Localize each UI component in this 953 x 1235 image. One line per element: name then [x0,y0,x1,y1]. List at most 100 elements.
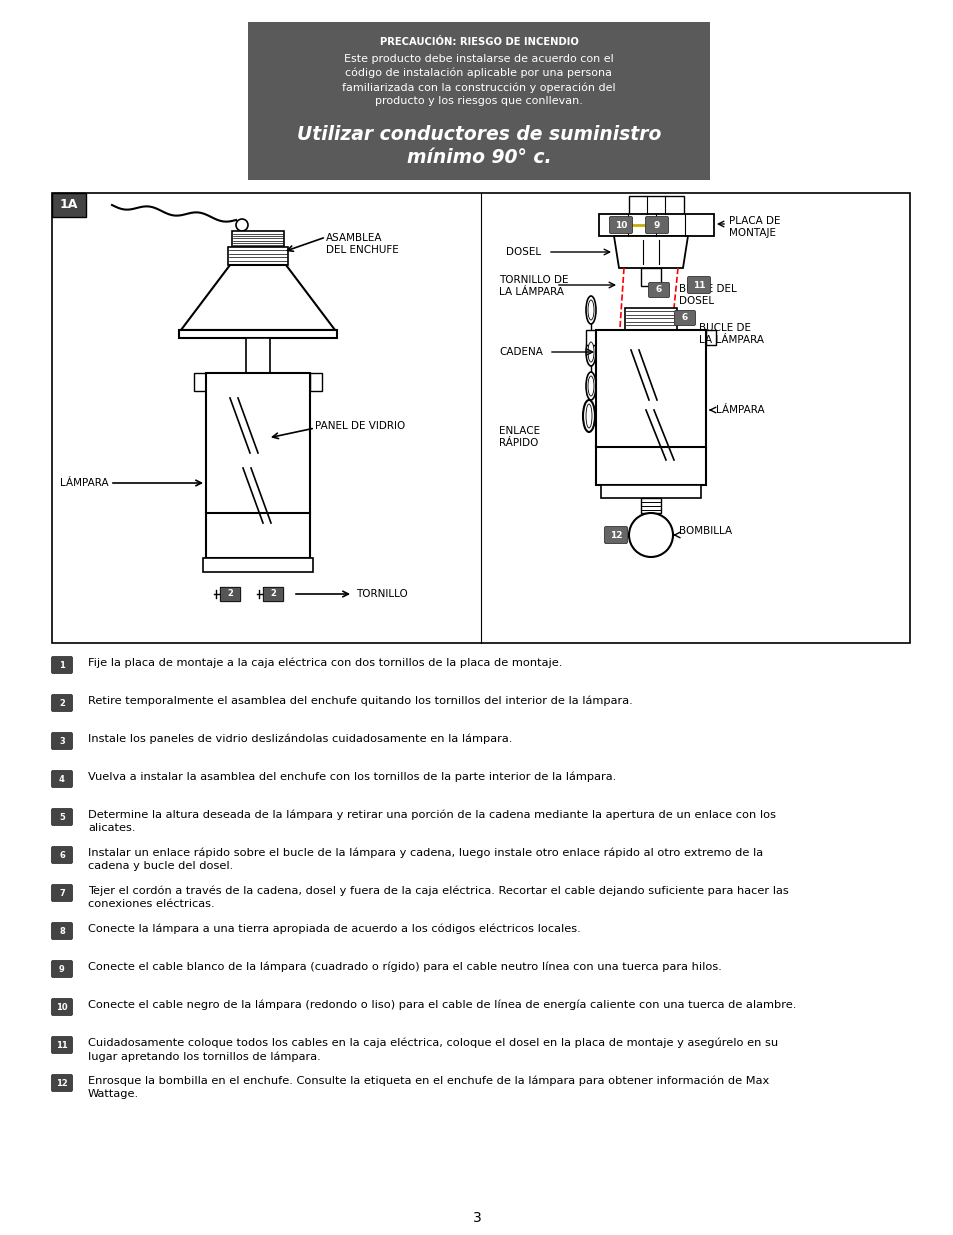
Ellipse shape [587,300,594,320]
Ellipse shape [585,296,596,324]
Text: LÁMPARA: LÁMPARA [716,405,763,415]
FancyBboxPatch shape [674,310,695,326]
Text: Vuelva a instalar la asamblea del enchufe con los tornillos de la parte interior: Vuelva a instalar la asamblea del enchuf… [88,772,616,783]
Polygon shape [596,330,705,485]
Text: BOMBILLA: BOMBILLA [679,526,731,536]
Polygon shape [203,558,313,572]
Text: PLACA DE
MONTAJE: PLACA DE MONTAJE [728,216,780,237]
Polygon shape [598,214,713,236]
Text: 9: 9 [653,221,659,230]
Text: PANEL DE VIDRIO: PANEL DE VIDRIO [314,421,405,431]
Text: TORNILLO DE
LA LÁMPARA: TORNILLO DE LA LÁMPARA [498,275,568,296]
Polygon shape [640,268,660,287]
Ellipse shape [585,372,596,400]
Text: 2: 2 [227,589,233,599]
Text: BUCLE DE
LA LÁMPARA: BUCLE DE LA LÁMPARA [699,324,763,345]
Text: 11: 11 [692,280,704,289]
Ellipse shape [585,404,592,429]
Text: 6: 6 [681,314,687,322]
Circle shape [235,219,248,231]
Text: Conecte la lámpara a una tierra apropiada de acuerdo a los códigos eléctricos lo: Conecte la lámpara a una tierra apropiad… [88,924,580,935]
FancyBboxPatch shape [645,216,668,233]
Text: 6: 6 [59,851,65,860]
Text: 10: 10 [614,221,626,230]
Text: 3: 3 [472,1212,481,1225]
FancyBboxPatch shape [248,22,709,180]
Text: Conecte el cable negro de la lámpara (redondo o liso) para el cable de línea de : Conecte el cable negro de la lámpara (re… [88,1000,796,1010]
Text: 3: 3 [59,736,65,746]
Polygon shape [263,587,283,601]
Ellipse shape [587,342,594,362]
FancyBboxPatch shape [52,193,909,643]
Text: ENLACE
RÁPIDO: ENLACE RÁPIDO [498,426,539,447]
Polygon shape [705,330,716,345]
Polygon shape [628,196,683,214]
Text: 2: 2 [59,699,65,708]
FancyBboxPatch shape [51,771,72,788]
Text: CADENA: CADENA [498,347,542,357]
Polygon shape [614,236,687,268]
FancyBboxPatch shape [52,193,86,217]
Text: 1: 1 [59,661,65,669]
Text: Cuidadosamente coloque todos los cables en la caja eléctrica, coloque el dosel e: Cuidadosamente coloque todos los cables … [88,1037,778,1062]
Text: 7: 7 [59,888,65,898]
Polygon shape [310,373,322,391]
Text: 11: 11 [56,1041,68,1050]
FancyBboxPatch shape [51,961,72,977]
FancyBboxPatch shape [51,846,72,863]
Polygon shape [585,330,596,345]
Text: Fije la placa de montaje a la caja eléctrica con dos tornillos de la placa de mo: Fije la placa de montaje a la caja eléct… [88,658,561,668]
Ellipse shape [585,338,596,366]
FancyBboxPatch shape [51,694,72,711]
Polygon shape [640,498,660,513]
Text: DOSEL: DOSEL [505,247,540,257]
FancyBboxPatch shape [51,657,72,673]
Text: 9: 9 [59,965,65,973]
Polygon shape [624,308,677,330]
Text: Instalar un enlace rápido sobre el bucle de la lámpara y cadena, luego instale o: Instalar un enlace rápido sobre el bucle… [88,848,762,871]
FancyBboxPatch shape [51,809,72,825]
Text: Utilizar conductores de suministro
mínimo 90° c.: Utilizar conductores de suministro mínim… [296,125,660,167]
Polygon shape [600,485,700,498]
Polygon shape [206,373,310,558]
Polygon shape [220,587,240,601]
Polygon shape [246,338,270,373]
Text: 6: 6 [655,285,661,294]
Polygon shape [181,266,335,330]
Text: 1A: 1A [60,199,78,211]
Text: Instale los paneles de vidrio deslizándolas cuidadosamente en la lámpara.: Instale los paneles de vidrio deslizándo… [88,734,512,745]
FancyBboxPatch shape [51,1036,72,1053]
Text: Conecte el cable blanco de la lámpara (cuadrado o rígido) para el cable neutro l: Conecte el cable blanco de la lámpara (c… [88,962,721,972]
FancyBboxPatch shape [604,526,627,543]
Text: 5: 5 [59,813,65,821]
Text: LÁMPARA: LÁMPARA [60,478,109,488]
FancyBboxPatch shape [51,923,72,940]
Polygon shape [228,247,288,266]
Text: PRECAUCIÓN: RIESGO DE INCENDIO: PRECAUCIÓN: RIESGO DE INCENDIO [379,37,578,47]
Text: Retire temporalmente el asamblea del enchufe quitando los tornillos del interior: Retire temporalmente el asamblea del enc… [88,697,632,706]
Ellipse shape [628,513,672,557]
Text: 4: 4 [59,774,65,783]
Text: ASAMBLEA
DEL ENCHUFE: ASAMBLEA DEL ENCHUFE [326,233,398,254]
Polygon shape [193,373,206,391]
Text: TORNILLO: TORNILLO [355,589,407,599]
Polygon shape [179,330,336,338]
Text: 2: 2 [270,589,275,599]
FancyBboxPatch shape [51,884,72,902]
FancyBboxPatch shape [51,999,72,1015]
Text: 12: 12 [56,1078,68,1088]
Text: Determine la altura deseada de la lámpara y retirar una porción de la cadena med: Determine la altura deseada de la lámpar… [88,810,775,832]
Text: 12: 12 [609,531,621,540]
Text: Tejer el cordón a través de la cadena, dosel y fuera de la caja eléctrica. Recor: Tejer el cordón a través de la cadena, d… [88,885,788,909]
Polygon shape [232,231,284,247]
Ellipse shape [587,375,594,396]
FancyBboxPatch shape [51,732,72,750]
Text: Este producto debe instalarse de acuerdo con el
código de instalación aplicable : Este producto debe instalarse de acuerdo… [342,54,616,106]
FancyBboxPatch shape [648,283,669,298]
Text: Enrosque la bombilla en el enchufe. Consulte la etiqueta en el enchufe de la lám: Enrosque la bombilla en el enchufe. Cons… [88,1076,768,1099]
Text: BUCLE DEL
DOSEL: BUCLE DEL DOSEL [679,284,736,305]
Ellipse shape [582,400,595,432]
FancyBboxPatch shape [687,277,710,294]
Text: 8: 8 [59,926,65,935]
Text: 10: 10 [56,1003,68,1011]
